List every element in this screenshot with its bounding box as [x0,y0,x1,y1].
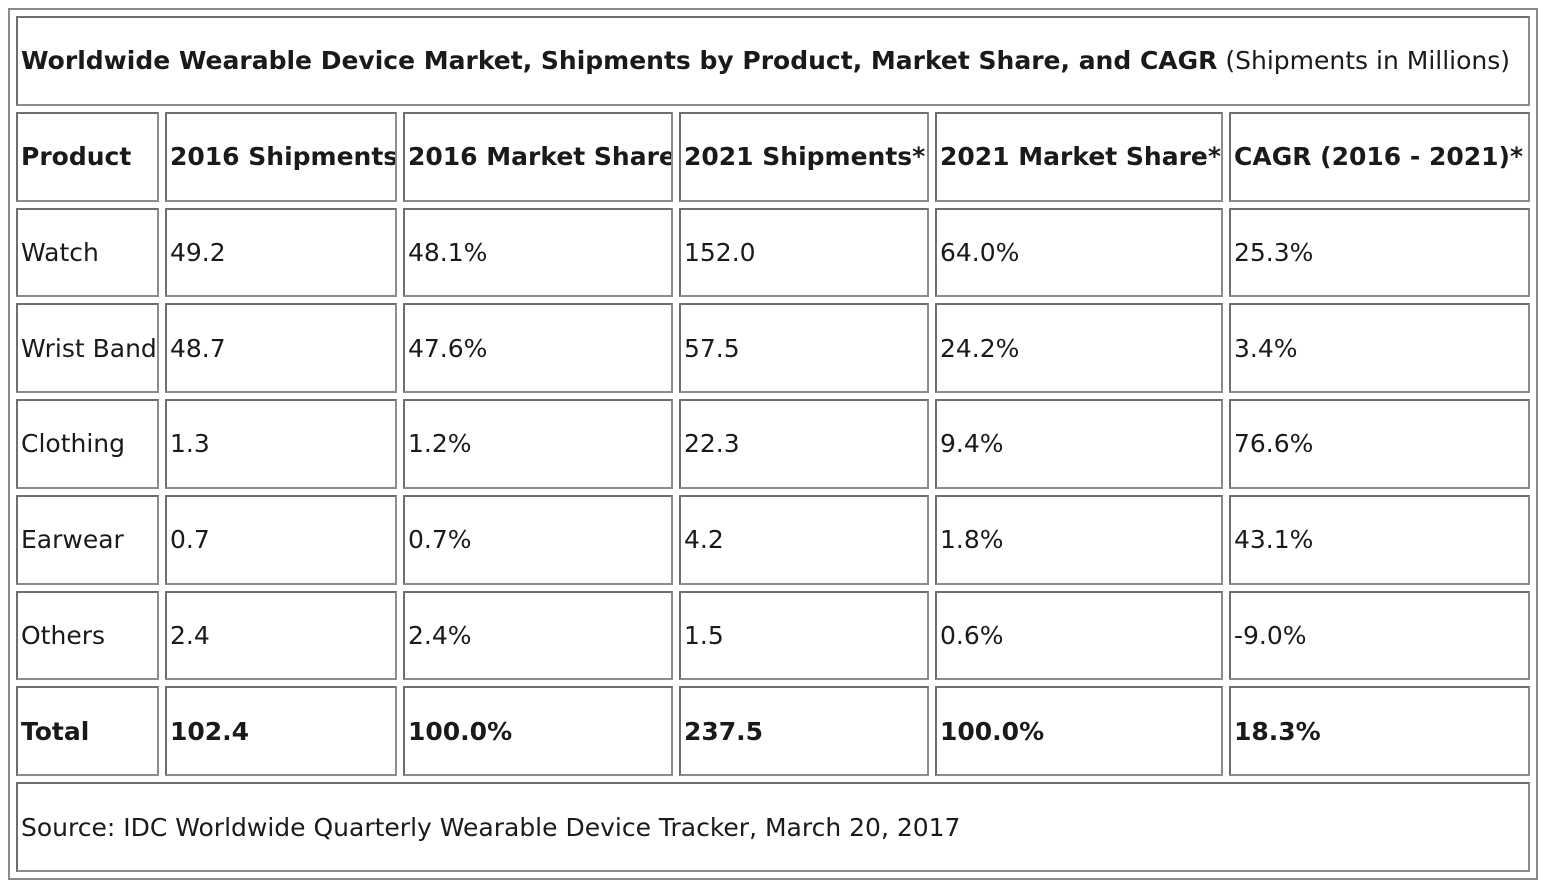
cell-2021-market-share: 24.2% [935,303,1223,394]
table-row: Others 2.4 2.4% 1.5 0.6% -9.0% [16,590,1530,681]
table-title-units: (Shipments in Millions) [1217,46,1511,76]
total-2021-market-share: 100.0% [935,686,1223,777]
table-container: Worldwide Wearable Device Market, Shipme… [8,8,1538,880]
cell-cagr: 43.1% [1229,494,1530,585]
cell-product: Clothing [16,399,159,489]
cell-product: Earwear [16,494,159,585]
header-cagr: CAGR (2016 - 2021)* [1229,111,1530,202]
cell-product: Others [16,590,159,681]
total-2021-shipments: 237.5 [679,686,929,777]
table-row: Clothing 1.3 1.2% 22.3 9.4% 76.6% [16,399,1530,489]
header-2021-market-share: 2021 Market Share* [935,111,1223,202]
cell-2021-market-share: 1.8% [935,494,1223,585]
header-2016-market-share: 2016 Market Share [403,111,673,202]
cell-2021-shipments: 4.2 [679,494,929,585]
table-title-bold: Worldwide Wearable Device Market, Shipme… [21,46,1218,76]
header-product: Product [16,111,159,202]
source-note: Source: IDC Worldwide Quarterly Wearable… [16,782,1530,872]
cell-cagr: 3.4% [1229,303,1530,394]
table-row: Wrist Band 48.7 47.6% 57.5 24.2% 3.4% [16,303,1530,394]
cell-2016-market-share: 0.7% [403,494,673,585]
cell-2016-shipments: 48.7 [165,303,397,394]
cell-2016-market-share: 48.1% [403,207,673,298]
cell-2016-market-share: 47.6% [403,303,673,394]
cell-2016-market-share: 1.2% [403,399,673,489]
cell-2021-shipments: 152.0 [679,207,929,298]
total-2016-market-share: 100.0% [403,686,673,777]
cell-2021-market-share: 0.6% [935,590,1223,681]
total-label: Total [16,686,159,777]
table-title: Worldwide Wearable Device Market, Shipme… [16,16,1530,106]
cell-2021-market-share: 64.0% [935,207,1223,298]
cell-2016-shipments: 0.7 [165,494,397,585]
cell-2016-shipments: 1.3 [165,399,397,489]
cell-cagr: 76.6% [1229,399,1530,489]
cell-product: Wrist Band [16,303,159,394]
cell-2021-shipments: 22.3 [679,399,929,489]
cell-2021-market-share: 9.4% [935,399,1223,489]
cell-cagr: 25.3% [1229,207,1530,298]
cell-2016-shipments: 49.2 [165,207,397,298]
header-row: Product 2016 Shipments 2016 Market Share… [16,111,1530,202]
total-cagr: 18.3% [1229,686,1530,777]
wearables-market-table: Worldwide Wearable Device Market, Shipme… [8,8,1538,880]
cell-2021-shipments: 57.5 [679,303,929,394]
total-2016-shipments: 102.4 [165,686,397,777]
cell-2016-market-share: 2.4% [403,590,673,681]
cell-2021-shipments: 1.5 [679,590,929,681]
cell-2016-shipments: 2.4 [165,590,397,681]
cell-cagr: -9.0% [1229,590,1530,681]
cell-product: Watch [16,207,159,298]
header-2016-shipments: 2016 Shipments [165,111,397,202]
total-row: Total 102.4 100.0% 237.5 100.0% 18.3% [16,686,1530,777]
table-row: Watch 49.2 48.1% 152.0 64.0% 25.3% [16,207,1530,298]
table-row: Earwear 0.7 0.7% 4.2 1.8% 43.1% [16,494,1530,585]
header-2021-shipments: 2021 Shipments* [679,111,929,202]
